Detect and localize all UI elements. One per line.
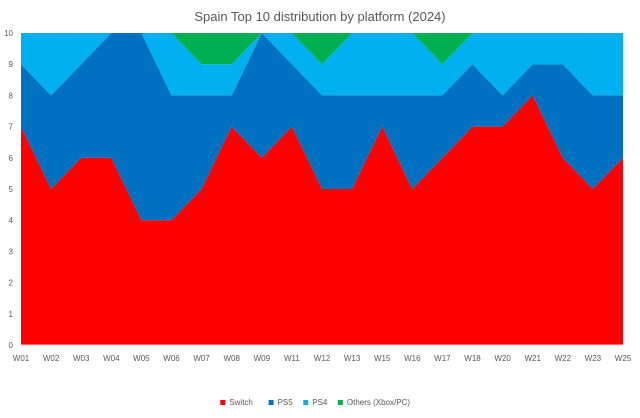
- x-tick-label: W22: [555, 354, 572, 363]
- x-tick-label: W20: [494, 354, 511, 363]
- legend-label-ps5: PS5: [278, 398, 294, 407]
- y-tick-label: 8: [9, 91, 14, 100]
- y-tick-label: 6: [9, 154, 14, 163]
- y-tick-label: 0: [9, 341, 14, 350]
- y-tick-label: 10: [4, 29, 13, 38]
- area-switch: [21, 95, 623, 346]
- x-tick-label: W17: [434, 354, 451, 363]
- x-tick-label: W13: [344, 354, 361, 363]
- x-axis: W01 W02 W03 W04 W05 W06 W07 W08 W09 W11 W12 W13 W15 W…: [13, 344, 632, 363]
- legend: Switch PS5 PS4 Others (Xbox/PC): [220, 398, 410, 407]
- legend-swatch-others-xbox-pc: [337, 400, 343, 405]
- area-ps5: [21, 33, 623, 221]
- x-tick-label: W05: [133, 354, 150, 363]
- x-tick-label: W08: [223, 354, 240, 363]
- x-tick-label: W18: [464, 354, 481, 363]
- y-tick-label: 4: [9, 216, 14, 225]
- y-tick-label: 7: [9, 123, 14, 132]
- y-tick-label: 5: [9, 185, 14, 194]
- y-tick-label: 1: [9, 310, 14, 319]
- x-tick-label: W04: [103, 354, 120, 363]
- x-tick-label: W07: [193, 354, 210, 363]
- x-tick-label: W09: [254, 354, 271, 363]
- x-tick-label: W11: [284, 354, 300, 363]
- legend-label-switch: Switch: [229, 398, 253, 407]
- y-tick-label: 3: [9, 247, 14, 256]
- legend-swatch-ps5: [268, 400, 274, 405]
- x-tick-label: W02: [43, 354, 60, 363]
- x-tick-label: W01: [13, 354, 30, 363]
- x-tick-label: W21: [524, 354, 541, 363]
- x-tick-label: W03: [73, 354, 90, 363]
- x-tick-label: W25: [615, 354, 632, 363]
- chart-title: Spain Top 10 distribution by platform (2…: [194, 9, 445, 24]
- x-tick-label: W16: [404, 354, 421, 363]
- legend-label-others-xbox-pc: Others (Xbox/PC): [347, 398, 410, 407]
- legend-label-ps4: PS4: [312, 398, 328, 407]
- legend-swatch-ps4: [303, 400, 309, 405]
- area-others-xbox-pc: [21, 33, 623, 65]
- x-tick-label: W15: [374, 354, 391, 363]
- x-tick-label: W12: [314, 354, 331, 363]
- y-axis: 0 1 2 3 4 5 6 7 8 9 10: [4, 29, 13, 350]
- x-tick-label: W23: [585, 354, 602, 363]
- area-layers: [21, 33, 623, 346]
- y-tick-label: 9: [9, 60, 14, 69]
- x-tick-label: W06: [163, 354, 180, 363]
- y-tick-label: 2: [9, 279, 14, 288]
- legend-swatch-switch: [220, 400, 226, 405]
